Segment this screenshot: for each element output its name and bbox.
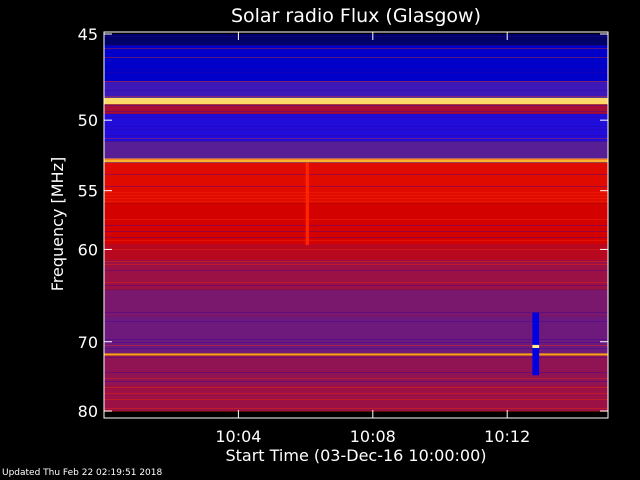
texture-line (104, 162, 608, 163)
band-1 (104, 45, 608, 82)
band-0 (104, 34, 608, 46)
texture-line (104, 381, 608, 382)
texture-line (104, 48, 608, 49)
chart-title: Solar radio Flux (Glasgow) (231, 5, 481, 27)
band-texture (104, 36, 608, 412)
band-5 (104, 113, 608, 142)
texture-line (104, 198, 608, 199)
texture-line (104, 129, 608, 130)
texture-line (104, 36, 608, 37)
y-tick-label: 70 (78, 333, 98, 352)
plot-area (104, 32, 608, 418)
texture-line (104, 135, 608, 136)
texture-line (104, 378, 608, 379)
event-2 (532, 344, 540, 349)
texture-line (104, 111, 608, 112)
band-7 (104, 158, 608, 163)
event-0 (305, 162, 309, 246)
texture-line (104, 45, 608, 46)
band-14 (104, 353, 608, 356)
y-tick-label: 50 (78, 111, 98, 130)
texture-line (104, 96, 608, 97)
texture-line (104, 321, 608, 322)
texture-line (104, 159, 608, 160)
texture-line (104, 117, 608, 118)
plot-frame (103, 31, 609, 419)
texture-line (104, 342, 608, 343)
updated-timestamp: Updated Thu Feb 22 02:19:51 2018 (2, 468, 163, 478)
band-8 (104, 162, 608, 204)
texture-line (104, 72, 608, 73)
band-12 (104, 289, 608, 317)
texture-line (104, 312, 608, 313)
texture-line (104, 261, 608, 262)
band-2 (104, 81, 608, 98)
x-axis-label: Start Time (03-Dec-16 10:00:00) (225, 446, 486, 465)
texture-line (104, 387, 608, 388)
texture-line (104, 105, 608, 106)
texture-line (104, 249, 608, 250)
texture-line (104, 90, 608, 91)
texture-line (104, 393, 608, 394)
texture-line (104, 282, 608, 283)
texture-line (104, 195, 608, 196)
band-4 (104, 104, 608, 114)
texture-line (104, 69, 608, 70)
texture-line (104, 264, 608, 265)
y-axis-label: Frequency [MHz] (48, 157, 67, 291)
texture-line (104, 345, 608, 346)
texture-line (104, 285, 608, 286)
band-16 (104, 385, 608, 411)
axes: 45 50 55 60 70 80 10:04 10:08 10:12 (78, 25, 609, 446)
band-11 (104, 260, 608, 290)
texture-line (104, 174, 608, 175)
y-tick-label: 60 (78, 240, 98, 259)
band-13 (104, 316, 608, 354)
texture-line (104, 225, 608, 226)
texture-line (104, 192, 608, 193)
texture-line (104, 357, 608, 358)
texture-line (104, 186, 608, 187)
texture-line (104, 270, 608, 271)
band-15 (104, 355, 608, 386)
band-9 (104, 203, 608, 244)
texture-line (104, 126, 608, 127)
x-tick-label: 10:08 (350, 427, 396, 446)
texture-line (104, 57, 608, 58)
band-3 (104, 97, 608, 105)
y-tick-label: 55 (78, 182, 98, 201)
texture-line (104, 372, 608, 373)
texture-line (104, 411, 608, 412)
texture-line (104, 240, 608, 241)
texture-line (104, 399, 608, 400)
y-tick-label: 80 (78, 402, 98, 421)
event-1 (532, 312, 540, 376)
texture-line (104, 408, 608, 409)
texture-line (104, 348, 608, 349)
texture-line (104, 237, 608, 238)
texture-line (104, 219, 608, 220)
texture-line (104, 201, 608, 202)
x-tick-label: 10:12 (484, 427, 530, 446)
texture-line (104, 138, 608, 139)
band-10 (104, 243, 608, 261)
texture-line (104, 339, 608, 340)
x-tick-label: 10:04 (215, 427, 261, 446)
band-6 (104, 141, 608, 159)
texture-line (104, 81, 608, 82)
texture-line (104, 231, 608, 232)
y-tick-label: 45 (78, 25, 98, 44)
